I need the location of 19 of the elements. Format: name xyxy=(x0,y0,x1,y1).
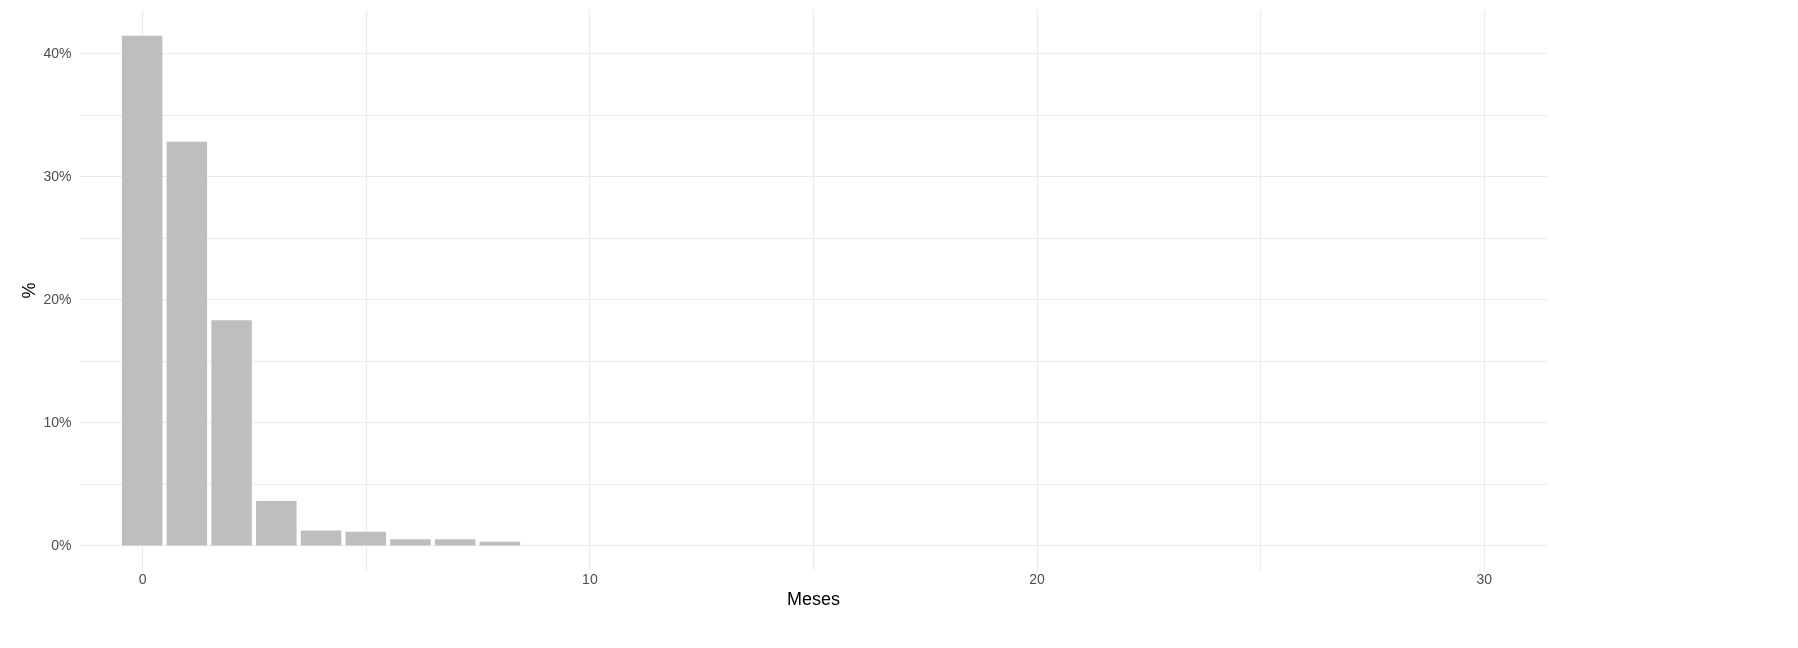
y-tick-label: 20% xyxy=(43,290,72,307)
x-tick-label: 0 xyxy=(138,570,147,587)
bar xyxy=(390,539,431,546)
bar xyxy=(434,539,476,546)
x-tick-label: 30 xyxy=(1476,570,1493,587)
x-axis-title: Meses xyxy=(786,588,841,609)
y-axis-title: % xyxy=(19,282,40,299)
bar xyxy=(345,531,387,546)
y-tick-label: 10% xyxy=(43,413,72,430)
y-tick-label: 40% xyxy=(43,44,72,61)
y-tick-label: 30% xyxy=(43,167,72,184)
bar xyxy=(166,141,208,546)
bar xyxy=(256,501,297,546)
y-tick-label: 0% xyxy=(51,536,72,553)
bar xyxy=(211,320,252,546)
x-tick-label: 20 xyxy=(1029,570,1046,587)
bar xyxy=(121,35,163,546)
bar xyxy=(300,530,342,546)
x-tick-label: 10 xyxy=(582,570,598,587)
